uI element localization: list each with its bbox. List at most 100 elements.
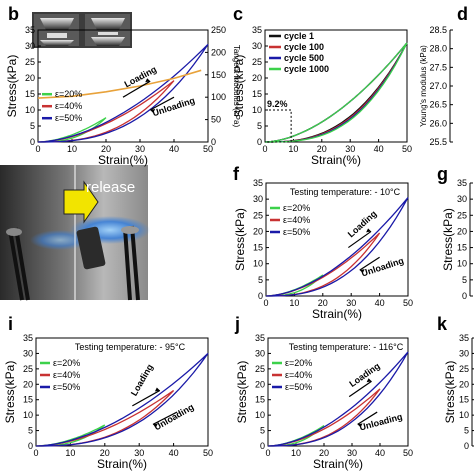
panel-g: g 0 5 10 15 20 25 30 35 Stress(kPa) [437,164,473,301]
y-tick-label-i: 25 [23,364,33,374]
series-line-f [265,197,409,297]
y-tick-label-f: 25 [253,210,263,220]
y-tick-label-c: 20 [252,73,262,83]
y-tick-label-c: 5 [257,121,262,131]
x-tick-label-j: 20 [319,448,329,458]
series-line-f [265,274,324,297]
plot-frame-c [264,29,408,143]
y-tick-label-k: 35 [459,333,469,343]
y-tick-label-d: 27.5 [429,62,447,72]
y-tick-label-c: 0 [257,137,262,147]
y-tick-label-f: 15 [253,243,263,253]
y-tick-label-k: 0 [464,441,469,451]
legend-label-f: ε=20% [283,203,310,213]
y-tick-label-b: 10 [25,105,35,115]
panel-c: c 0 10 20 30 40 50 0 5 10 15 20 25 30 35 Strain(%) Stres… [232,4,412,167]
y-tick-label-g: 30 [457,194,467,204]
x-tick-label-c: 20 [317,144,327,154]
y-tick-label-j: 5 [260,426,265,436]
y-tick-label-d: 28.0 [429,44,447,54]
x-tick-label-j: 0 [265,448,270,458]
y-tick-label-j: 30 [255,348,265,358]
y2-tick-label-b: 100 [211,92,226,102]
legend-label-c: cycle 1000 [284,64,329,74]
y-tick-label-b: 35 [25,25,35,35]
unloading-arrow-icon [359,256,380,271]
y-tick-label-c: 25 [252,57,262,67]
y-axis-label-j: Stress(kPa) [235,361,249,424]
y-tick-label-i: 15 [23,395,33,405]
y-tick-label-g: 20 [457,226,467,236]
y-tick-label-j: 10 [255,410,265,420]
y-tick-label-k: 30 [459,348,469,358]
y-tick-label-c: 10 [252,105,262,115]
y-tick-label-b: 5 [30,121,35,131]
y-axis-label-g: Stress(kPa) [441,208,455,271]
y-tick-label-f: 35 [253,178,263,188]
unloading-arrowhead-icon [359,269,365,274]
series-line-b [37,117,107,143]
x-axis-label-f: Strain(%) [312,307,362,321]
y-tick-label-i: 10 [23,410,33,420]
y-tick-label-f: 0 [258,291,263,301]
y2-tick-label-b: 50 [211,115,221,125]
loading-arrow-icon [348,380,372,398]
x-tick-label-b: 20 [101,144,111,154]
unloading-arrow-icon [152,411,178,425]
legend-label-c: cycle 100 [284,42,324,52]
legend-label-c: cycle 500 [284,53,324,63]
y-tick-label-j: 20 [255,379,265,389]
x-tick-label-i: 0 [33,448,38,458]
panel-label-j: j [234,314,240,334]
y-axis-label-c: Stress(kPa) [232,55,246,118]
x-tick-label-i: 50 [203,448,213,458]
unloading-arrowhead-icon [150,109,156,113]
y-tick-label-g: 10 [457,259,467,269]
panel-i: i 0 10 20 30 40 50 0 5 10 15 20 25 30 35 Strain(%) Stres… [3,314,213,471]
series-line-j [267,351,409,447]
y-tick-label-k: 20 [459,379,469,389]
unloading-arrowhead-icon [357,423,363,428]
y-tick-label-b: 15 [25,89,35,99]
panel-label-f: f [233,164,240,184]
x-tick-label-c: 30 [345,144,355,154]
photo-caption: release [86,179,135,196]
y-tick-label-k: 5 [464,426,469,436]
y-axis-label-d: Young's modulus (kPa) [419,45,428,127]
series-line-i [35,424,106,447]
loading-arrow-icon [122,80,151,98]
residual-strain-box [264,109,292,143]
y-tick-label-f: 20 [253,226,263,236]
x-tick-label-j: 50 [403,448,413,458]
panel-k: k 0 5 10 15 20 25 30 35 Stress(kPa) [437,314,474,451]
y-axis-label-f: Stress(kPa) [233,208,247,271]
panel-label-c: c [233,4,243,24]
unloading-arrow-icon [357,411,378,425]
y-tick-label-b: 20 [25,73,35,83]
x-tick-label-c: 40 [374,144,384,154]
plot-frame-j [267,337,409,447]
x-tick-label-i: 30 [134,448,144,458]
legend-label-i: ε=20% [53,358,80,368]
panel-label-g: g [437,164,448,184]
y-tick-label-d: 26.0 [429,118,447,128]
y-axis-label-k: Stress(kPa) [443,361,457,424]
y2-axis-label-b: Tangent modulus (kPa) [232,45,241,128]
plot-frame-i [35,337,209,447]
x-tick-label-f: 50 [403,298,413,308]
y-tick-label-g: 15 [457,243,467,253]
y-tick-label-b: 25 [25,57,35,67]
x-tick-label-j: 10 [291,448,301,458]
y-tick-label-b: 0 [30,137,35,147]
y-tick-label-d: 26.5 [429,100,447,110]
annotation-unloading-j: Unloading [358,411,403,432]
loading-arrow-icon [348,230,372,249]
y-tick-label-j: 35 [255,333,265,343]
legend-label-f: ε=40% [283,215,310,225]
series-line-j [267,425,325,447]
y-tick-label-i: 5 [28,426,33,436]
y-axis-label-i: Stress(kPa) [3,361,17,424]
panel-d: d 25.5 26.0 26.5 27.0 27.5 28.0 28.5 Young's mod… [419,4,468,147]
y-tick-label-k: 10 [459,410,469,420]
y-tick-label-i: 0 [28,441,33,451]
